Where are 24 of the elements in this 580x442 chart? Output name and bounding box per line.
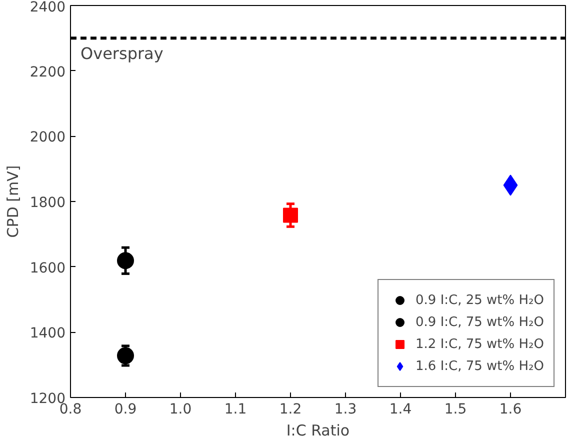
x-tick-label: 1.0: [169, 402, 192, 418]
legend-label: 0.9 I:C, 75 wt% H₂O: [416, 314, 544, 330]
point: [117, 347, 134, 364]
x-tick-label: 1.4: [389, 402, 412, 418]
x-tick-label: 1.1: [224, 402, 247, 418]
x-tick-label: 1.5: [444, 402, 467, 418]
x-axis-title: I:C Ratio: [286, 422, 350, 440]
y-axis-title: CPD [mV]: [4, 165, 22, 238]
y-tick-label: 2200: [30, 64, 66, 80]
x-tick-label: 1.3: [334, 402, 357, 418]
point: [117, 252, 134, 270]
legend-label: 1.6 I:C, 75 wt% H₂O: [416, 358, 544, 374]
y-tick-label: 2000: [30, 130, 66, 146]
x-tick-label: 0.9: [114, 402, 137, 418]
y-tick-label: 1600: [30, 260, 66, 276]
legend-label: 1.2 I:C, 75 wt% H₂O: [416, 336, 544, 352]
y-tick-label: 1800: [30, 195, 66, 211]
ref-line-label: Overspray: [80, 44, 164, 64]
x-tick-label: 1.6: [499, 402, 522, 418]
point: [283, 208, 298, 223]
legend-label: 0.9 I:C, 25 wt% H₂O: [416, 292, 544, 308]
x-tick-label: 1.2: [279, 402, 302, 418]
y-tick-label: 1400: [30, 326, 66, 342]
y-tick-label: 2400: [30, 0, 66, 16]
